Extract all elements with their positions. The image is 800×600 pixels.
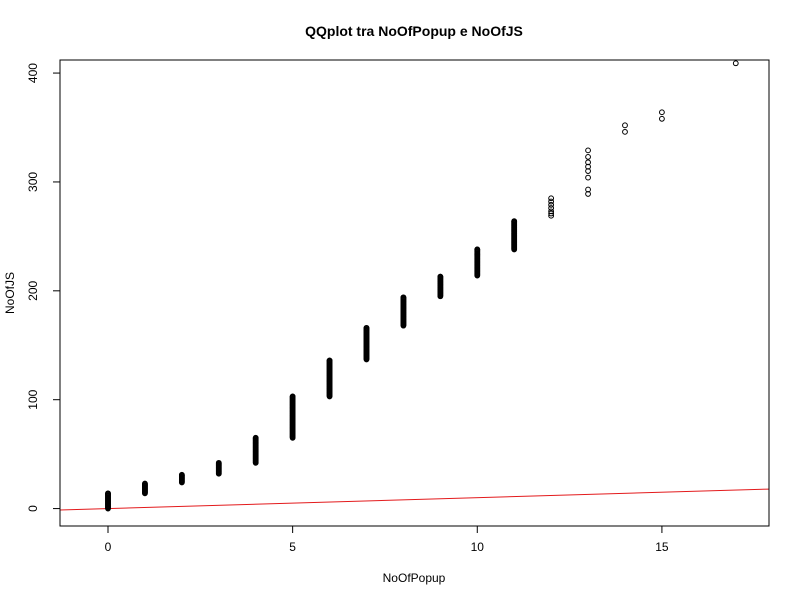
x-tick-label: 15	[655, 540, 669, 554]
x-axis: 0 5 10 15	[105, 526, 669, 554]
data-point	[585, 159, 591, 166]
data-point	[548, 208, 555, 215]
data-point	[732, 60, 739, 67]
x-tick-label: 0	[105, 540, 112, 554]
reference-line-layer	[59, 488, 770, 511]
data-point	[548, 205, 555, 211]
data-point	[326, 357, 333, 364]
y-tick-label: 0	[26, 505, 40, 512]
plot-frame	[59, 59, 770, 527]
x-tick-label: 10	[471, 540, 485, 554]
y-tick-label: 100	[26, 389, 40, 409]
data-point	[585, 174, 591, 181]
data-point	[215, 459, 222, 466]
x-tick-label: 5	[289, 540, 296, 554]
data-point	[289, 393, 296, 400]
data-point	[400, 294, 407, 301]
data-point	[142, 480, 148, 487]
points-layer	[105, 60, 739, 512]
data-point	[252, 434, 259, 441]
plot-area	[59, 60, 770, 512]
y-axis: 0 100 200 300 400	[26, 63, 60, 512]
data-point	[585, 147, 591, 154]
data-point	[105, 490, 111, 497]
data-point	[511, 218, 518, 225]
chart-title: QQplot tra NoOfPopup e NoOfJS	[305, 23, 523, 39]
data-point	[585, 186, 591, 193]
data-point	[622, 128, 628, 135]
data-point	[474, 246, 481, 253]
data-point	[585, 154, 591, 160]
data-point	[437, 273, 444, 280]
reference-line	[59, 488, 770, 511]
y-tick-label: 300	[26, 172, 40, 192]
data-point	[659, 109, 665, 116]
data-point	[178, 471, 185, 478]
data-point	[548, 195, 555, 202]
data-point	[548, 198, 555, 205]
y-axis-label: NoOfJS	[3, 272, 17, 314]
data-point	[622, 122, 628, 129]
data-point	[548, 210, 555, 217]
y-tick-label: 400	[26, 63, 40, 83]
x-axis-label: NoOfPopup	[383, 571, 446, 585]
data-point	[659, 115, 665, 122]
data-point	[363, 324, 370, 331]
data-point	[548, 201, 555, 208]
y-tick-label: 200	[26, 280, 40, 300]
